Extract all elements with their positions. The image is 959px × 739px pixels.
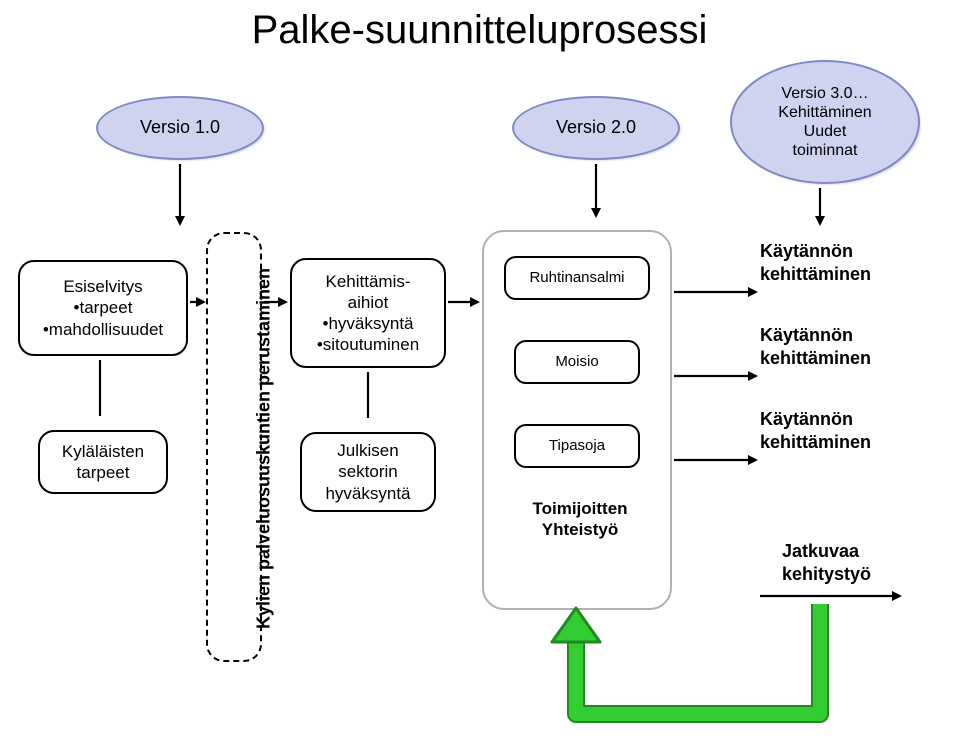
text-line: Käytännön (760, 241, 853, 261)
text-line: •hyväksyntä (323, 314, 414, 333)
ellipse-versio-2: Versio 2.0 (512, 96, 680, 160)
side-label-1: Käytännön kehittäminen (760, 240, 871, 285)
side-label-4: Jatkuvaa kehitystyö (782, 540, 871, 585)
box-content: Kyläläisten tarpeet (62, 441, 144, 484)
ellipse-versio-1: Versio 1.0 (96, 96, 264, 160)
text-line: Käytännön (760, 409, 853, 429)
text-line: kehittäminen (760, 264, 871, 284)
ellipse-label: Versio 1.0 (130, 111, 230, 145)
ellipse-label: Versio 3.0… Kehittäminen Uudet toiminnat (768, 78, 881, 167)
text-line: kehittäminen (760, 432, 871, 452)
text-line: kehittäminen (760, 348, 871, 368)
text-line: sektorin (338, 462, 398, 481)
box-content: Kehittämis- aihiot •hyväksyntä •sitoutum… (317, 271, 419, 356)
text-line: aihiot (348, 293, 389, 312)
box-moisio: Moisio (514, 340, 640, 384)
text-line: Kehittäminen (778, 104, 871, 121)
text-line: toiminnat (793, 142, 858, 159)
box-label: Ruhtinansalmi (529, 269, 624, 288)
box-ruhtinansalmi: Ruhtinansalmi (504, 256, 650, 300)
ellipse-versio-3: Versio 3.0… Kehittäminen Uudet toiminnat (730, 60, 920, 184)
text-line: •mahdollisuudet (43, 320, 163, 339)
text-line: Jatkuvaa (782, 541, 859, 561)
text-line: Versio 3.0… (781, 85, 868, 102)
text-line: Toimijoitten (532, 499, 627, 518)
side-label-3: Käytännön kehittäminen (760, 408, 871, 453)
box-label: Moisio (555, 353, 598, 372)
side-label-2: Käytännön kehittäminen (760, 324, 871, 369)
box-label: Tipasoja (549, 437, 605, 456)
box-kehittamisaihiot: Kehittämis- aihiot •hyväksyntä •sitoutum… (290, 258, 446, 368)
text-line: kehitystyö (782, 564, 871, 584)
text-line: hyväksyntä (325, 484, 410, 503)
box-content: Julkisen sektorin hyväksyntä (325, 440, 410, 504)
box-content: Esiselvitys •tarpeet •mahdollisuudet (43, 276, 163, 340)
text-line: Kyläläisten (62, 442, 144, 461)
ellipse-label: Versio 2.0 (546, 111, 646, 145)
group-footer-label: Toimijoitten Yhteistyö (520, 498, 640, 541)
text-line: Julkisen (337, 441, 398, 460)
text-line: tarpeet (77, 463, 130, 482)
box-kylalaisten: Kyläläisten tarpeet (38, 430, 168, 494)
box-julkinen: Julkisen sektorin hyväksyntä (300, 432, 436, 512)
green-arrow (552, 604, 820, 714)
page-title: Palke-suunnitteluprosessi (0, 8, 959, 53)
box-tipasoja: Tipasoja (514, 424, 640, 468)
text-line: Esiselvitys (63, 277, 142, 296)
text-line: •tarpeet (74, 298, 133, 317)
text-line: Käytännön (760, 325, 853, 345)
vertical-label: Kylien palveluosuuskuntien perustaminen (254, 239, 275, 659)
text-line: Uudet (804, 123, 847, 140)
box-esiselvitys: Esiselvitys •tarpeet •mahdollisuudet (18, 260, 188, 356)
text-line: Kehittämis- (325, 272, 410, 291)
text-line: •sitoutuminen (317, 335, 419, 354)
text-line: Yhteistyö (542, 520, 619, 539)
